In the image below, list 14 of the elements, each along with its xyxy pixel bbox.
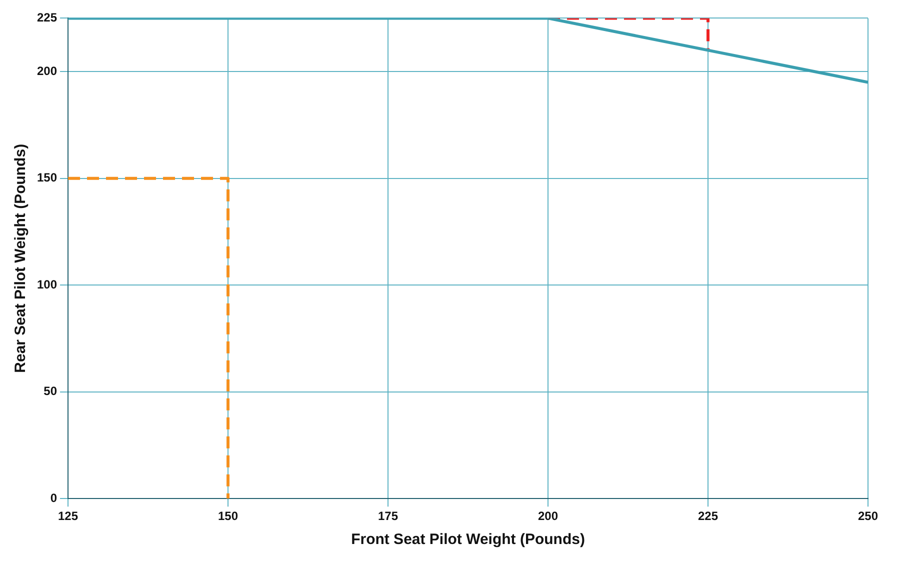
x-tick-label: 150 [218,509,238,524]
x-tick-label: 250 [858,509,878,524]
y-tick-label: 100 [36,277,58,292]
x-tick-label: 200 [538,509,558,524]
y-tick-label: 0 [50,490,58,505]
y-tick-label: 50 [44,384,58,398]
y-tick-label: 150 [36,170,58,185]
y-axis-title: Rear Seat Pilot Weight (Pounds) [12,144,30,373]
x-tick-label: 175 [378,509,398,524]
x-axis-title: Front Seat Pilot Weight (Pounds) [351,531,585,548]
y-tick-label: 200 [36,64,58,78]
x-tick-label: 225 [698,509,718,524]
y-tick-label: 225 [36,10,58,25]
x-tick-label: 125 [58,509,78,524]
